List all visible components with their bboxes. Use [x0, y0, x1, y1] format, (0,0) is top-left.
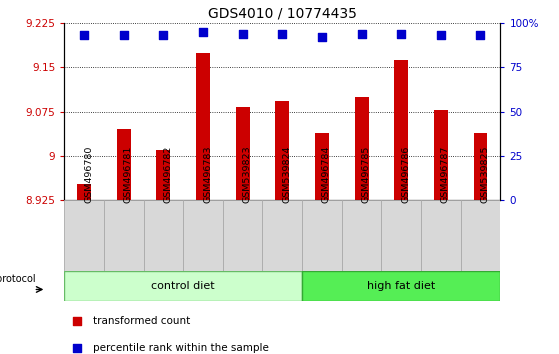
Bar	[315, 133, 329, 200]
Bar	[421, 200, 461, 271]
Text: GSM496783: GSM496783	[203, 145, 212, 203]
Bar	[263, 200, 302, 271]
Text: growth protocol: growth protocol	[0, 274, 35, 284]
Point	[119, 33, 128, 38]
Bar	[394, 59, 408, 200]
Bar	[473, 133, 487, 200]
Point	[437, 33, 446, 38]
Point	[79, 33, 88, 38]
Text: GSM496782: GSM496782	[163, 145, 172, 203]
Text: GSM496785: GSM496785	[362, 145, 371, 203]
Point	[357, 31, 366, 36]
Point	[73, 319, 82, 324]
Bar	[157, 150, 170, 200]
Point	[238, 31, 247, 36]
Bar	[354, 97, 368, 200]
Point	[73, 345, 82, 350]
Text: GSM539825: GSM539825	[481, 145, 490, 203]
Bar	[381, 200, 421, 271]
Bar	[77, 184, 91, 200]
Point	[278, 31, 287, 36]
Text: percentile rank within the sample: percentile rank within the sample	[93, 343, 268, 353]
Bar	[104, 200, 144, 271]
Bar	[183, 200, 223, 271]
Bar	[196, 52, 210, 200]
Text: GSM496784: GSM496784	[322, 145, 331, 203]
Bar	[302, 200, 342, 271]
Point	[397, 31, 406, 36]
Text: GSM539824: GSM539824	[282, 145, 291, 203]
Bar	[223, 200, 263, 271]
Text: GSM496787: GSM496787	[441, 145, 450, 203]
Text: GSM539823: GSM539823	[243, 145, 252, 203]
Point	[476, 33, 485, 38]
Text: GSM496780: GSM496780	[84, 145, 93, 203]
Bar	[64, 271, 302, 301]
Bar	[276, 101, 289, 200]
Bar	[64, 200, 104, 271]
Bar	[342, 200, 381, 271]
Bar	[434, 110, 448, 200]
Text: GSM496781: GSM496781	[124, 145, 132, 203]
Text: GSM496786: GSM496786	[401, 145, 410, 203]
Text: high fat diet: high fat diet	[367, 281, 435, 291]
Bar	[461, 200, 500, 271]
Bar	[236, 107, 249, 200]
Bar	[302, 271, 500, 301]
Text: transformed count: transformed count	[93, 316, 190, 326]
Bar	[144, 200, 183, 271]
Text: control diet: control diet	[151, 281, 215, 291]
Bar	[117, 129, 131, 200]
Title: GDS4010 / 10774435: GDS4010 / 10774435	[208, 6, 357, 21]
Point	[159, 33, 168, 38]
Point	[198, 29, 207, 35]
Point	[318, 34, 326, 40]
